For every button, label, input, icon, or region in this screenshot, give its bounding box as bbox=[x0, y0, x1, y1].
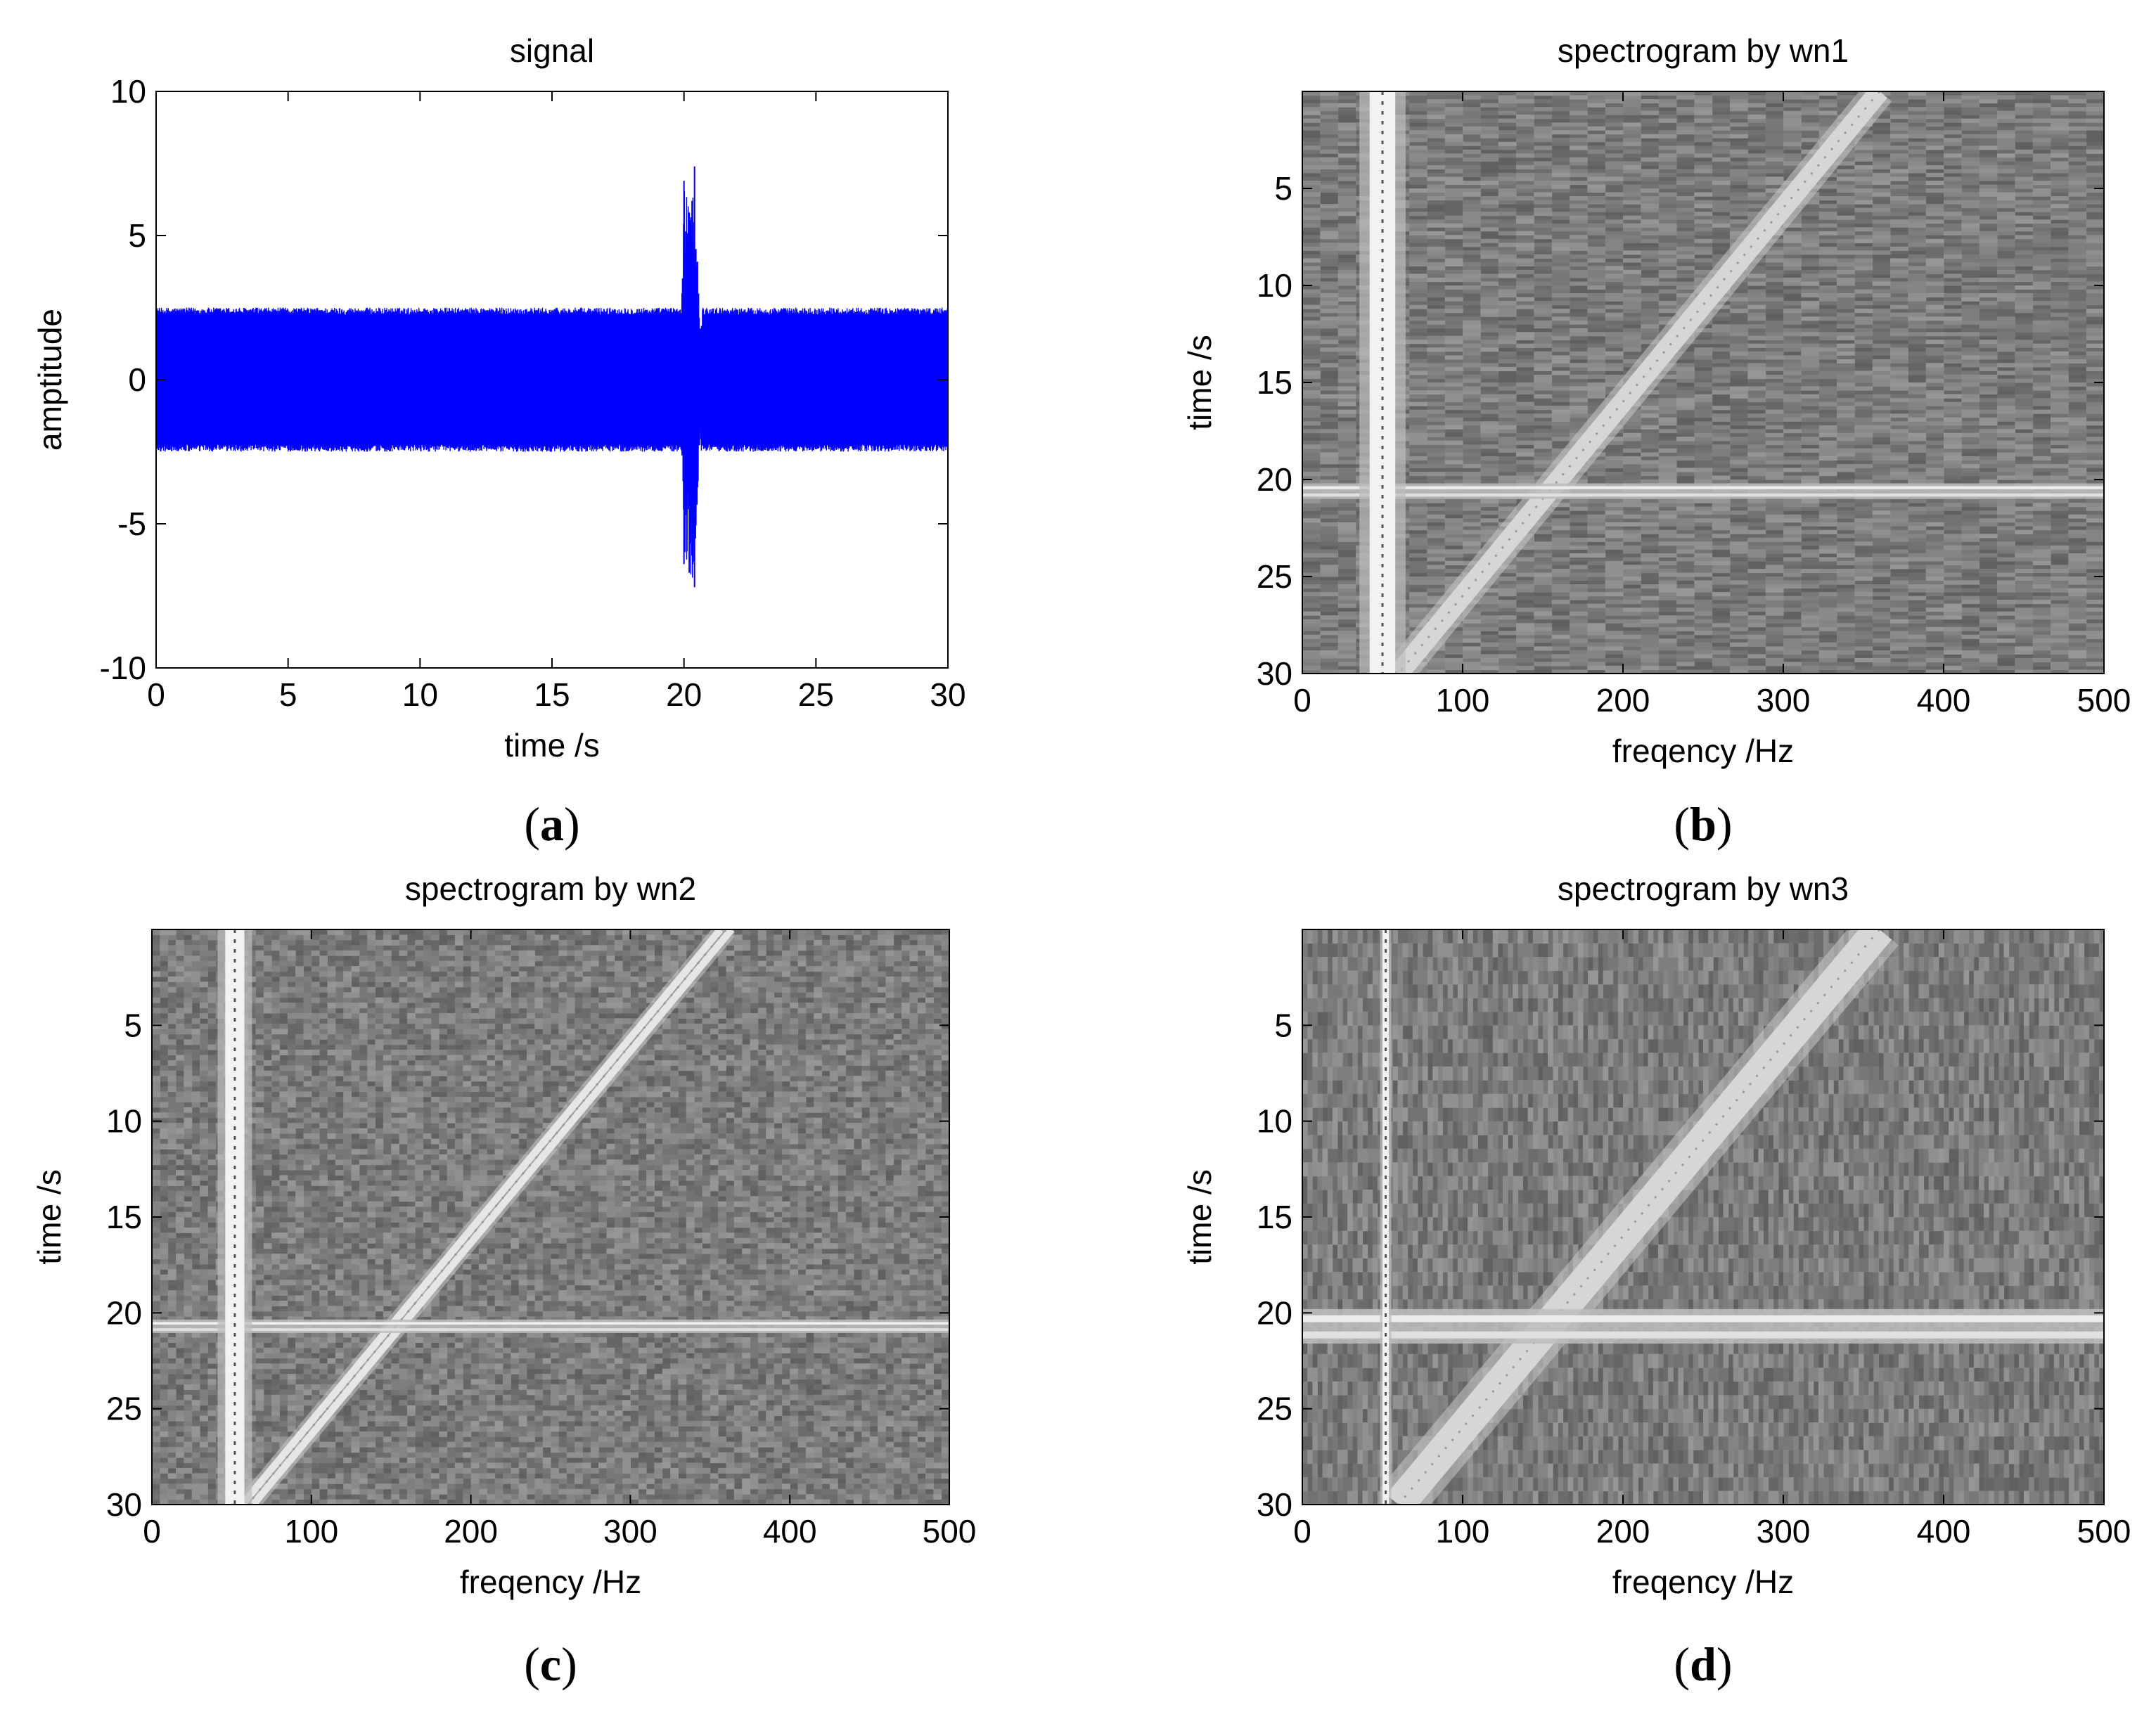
x-axis-label: freqency /Hz bbox=[460, 1564, 641, 1600]
y-tick-label: 30 bbox=[106, 1486, 142, 1523]
chart-title: spectrogram by wn1 bbox=[1558, 32, 1849, 69]
x-tick-label: 10 bbox=[402, 676, 438, 713]
y-tick-label: 5 bbox=[1274, 1007, 1292, 1043]
chart-title: spectrogram by wn3 bbox=[1558, 870, 1849, 907]
y-tick-label: 30 bbox=[1257, 655, 1292, 692]
chart-title: spectrogram by wn2 bbox=[405, 870, 696, 907]
x-tick-label: 300 bbox=[603, 1513, 657, 1550]
panel-label: (c) bbox=[524, 1637, 577, 1691]
y-tick-label: 20 bbox=[106, 1294, 142, 1331]
y-axis-label: time /s bbox=[31, 1169, 68, 1264]
x-tick-label: 0 bbox=[147, 676, 165, 713]
x-tick-label: 400 bbox=[763, 1513, 817, 1550]
y-tick-label: 10 bbox=[110, 73, 146, 110]
x-tick-label: 0 bbox=[1293, 682, 1311, 719]
y-tick-label: 20 bbox=[1257, 1294, 1292, 1331]
panel-label-letter: a bbox=[540, 797, 564, 851]
y-tick-label: 25 bbox=[1257, 558, 1292, 595]
panel-label-letter: c bbox=[540, 1637, 561, 1691]
x-tick-label: 200 bbox=[444, 1513, 498, 1550]
x-axis-label: time /s bbox=[504, 727, 599, 764]
x-tick-label: 0 bbox=[143, 1513, 161, 1550]
x-tick-label: 200 bbox=[1596, 682, 1650, 719]
y-tick-label: 0 bbox=[128, 361, 146, 398]
y-tick-label: 10 bbox=[1257, 267, 1292, 304]
panel-label-open: ( bbox=[1674, 797, 1690, 851]
y-tick-label: 15 bbox=[1257, 364, 1292, 401]
x-tick-label: 100 bbox=[1436, 1513, 1490, 1550]
y-tick-label: 15 bbox=[1257, 1199, 1292, 1235]
panel-label-letter: d bbox=[1690, 1637, 1717, 1691]
x-tick-label: 400 bbox=[1917, 1513, 1971, 1550]
panel-label: (d) bbox=[1674, 1637, 1732, 1691]
x-tick-label: 20 bbox=[666, 676, 702, 713]
chirp-center-dots bbox=[246, 929, 727, 1505]
panel-label: (b) bbox=[1674, 797, 1732, 851]
x-tick-label: 100 bbox=[284, 1513, 338, 1550]
panel-label: (a) bbox=[524, 797, 579, 851]
chirp-line bbox=[239, 929, 724, 1505]
chirp-line bbox=[250, 929, 735, 1505]
y-tick-label: 5 bbox=[124, 1007, 142, 1043]
panel-label-open: ( bbox=[1674, 1637, 1690, 1691]
panel-label-close: ) bbox=[564, 797, 580, 851]
y-tick-label: 10 bbox=[106, 1103, 142, 1140]
y-tick-label: 5 bbox=[128, 217, 146, 254]
heatmap-noise bbox=[1302, 91, 2104, 674]
y-axis-label: amptitude bbox=[32, 309, 68, 451]
panel-label-open: ( bbox=[524, 797, 540, 851]
y-axis-label: time /s bbox=[1181, 1169, 1218, 1264]
heatmap-area bbox=[1302, 91, 2104, 674]
y-axis-label: time /s bbox=[1181, 335, 1218, 430]
transient-band bbox=[1302, 1308, 2104, 1344]
chirp-line bbox=[1386, 929, 1892, 1505]
y-tick-label: 20 bbox=[1257, 461, 1292, 498]
y-tick-label: 25 bbox=[1257, 1391, 1292, 1427]
chart-panel-d: 0 100 200 300 400 500 5 10 15 20 25 30 spectrogram b… bbox=[1181, 870, 2131, 1691]
panel-label-close: ) bbox=[1717, 1637, 1733, 1691]
y-tick-label: 30 bbox=[1257, 1486, 1292, 1523]
chart-panel-c: 0 100 200 300 400 500 5 10 15 20 25 30 spectrogram b… bbox=[31, 870, 976, 1691]
series-line bbox=[156, 191, 948, 578]
x-tick-label: 25 bbox=[798, 676, 834, 713]
x-tick-label: 300 bbox=[1757, 1513, 1811, 1550]
chirp-line bbox=[1390, 91, 1887, 674]
panel-label-close: ) bbox=[1717, 797, 1733, 851]
chart-panel-b: 0 100 200 300 400 500 5 10 15 20 25 30 spectrogram b… bbox=[1181, 32, 2131, 851]
heatmap-noise bbox=[1302, 929, 2104, 1505]
heatmap-noise bbox=[1302, 91, 2104, 674]
x-tick-label: 30 bbox=[930, 676, 965, 713]
chart-title: signal bbox=[510, 32, 594, 69]
x-tick-label: 0 bbox=[1293, 1513, 1311, 1550]
x-tick-label: 500 bbox=[2077, 1513, 2131, 1550]
panel-label-letter: b bbox=[1690, 797, 1717, 851]
x-tick-label: 100 bbox=[1436, 682, 1490, 719]
panel-label-close: ) bbox=[561, 1637, 577, 1691]
y-tick-label: 15 bbox=[106, 1199, 142, 1235]
panel-label-open: ( bbox=[524, 1637, 540, 1691]
x-tick-label: 400 bbox=[1917, 682, 1971, 719]
x-tick-label: 15 bbox=[534, 676, 570, 713]
heatmap-area bbox=[1302, 929, 2104, 1505]
heatmap-noise bbox=[152, 929, 949, 1505]
y-tick-label: 5 bbox=[1274, 170, 1292, 207]
x-axis-label: freqency /Hz bbox=[1612, 733, 1794, 769]
heatmap-area bbox=[152, 929, 949, 1505]
heatmap-noise bbox=[1302, 91, 2104, 674]
x-axis-label: freqency /Hz bbox=[1612, 1564, 1794, 1600]
x-tick-label: 200 bbox=[1596, 1513, 1650, 1550]
chart-panel-a: 0 5 10 15 20 25 30 10 5 0 -5 -10 signal time /s amptit… bbox=[32, 32, 966, 851]
y-tick-label: 25 bbox=[106, 1391, 142, 1427]
x-tick-label: 500 bbox=[2077, 682, 2131, 719]
plot-area bbox=[156, 166, 948, 588]
x-tick-label: 300 bbox=[1757, 682, 1811, 719]
x-tick-label: 500 bbox=[923, 1513, 977, 1550]
y-tick-label: -10 bbox=[100, 650, 146, 686]
y-tick-label: 10 bbox=[1257, 1103, 1292, 1140]
y-tick-label: -5 bbox=[117, 506, 146, 542]
heatmap-noise bbox=[152, 929, 949, 1505]
x-tick-label: 5 bbox=[279, 676, 297, 713]
